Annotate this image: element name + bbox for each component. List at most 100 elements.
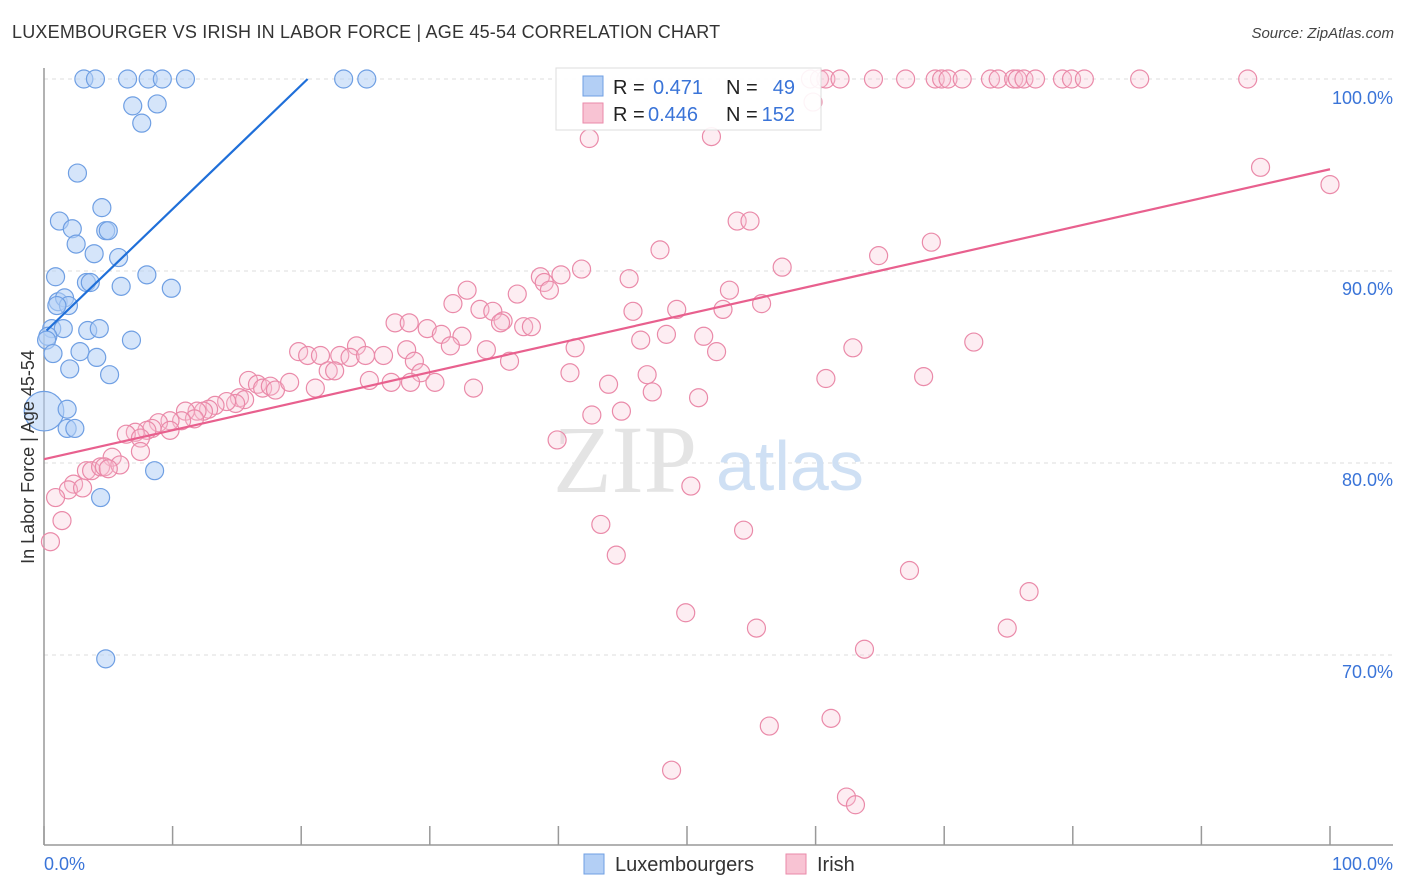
irish-point — [397, 340, 417, 360]
irish-point — [507, 284, 527, 304]
irish-point — [560, 363, 580, 383]
irish-point — [373, 345, 394, 366]
irish-point — [571, 259, 592, 279]
y-tick-label: 70.0% — [1342, 662, 1393, 682]
luxembourger-point — [147, 94, 167, 114]
irish-point — [260, 376, 280, 396]
luxembourger-point — [132, 113, 152, 133]
luxembourger-point — [99, 365, 120, 385]
axes — [43, 68, 1393, 846]
irish-point — [483, 301, 503, 321]
irish-point — [318, 361, 338, 381]
irish-point — [830, 69, 850, 89]
luxembourger-point — [334, 69, 354, 89]
y-tick-label: 90.0% — [1342, 279, 1393, 299]
luxembourger-point — [144, 461, 165, 481]
irish-point — [443, 294, 463, 314]
irish-point — [623, 301, 643, 321]
r-label: R = — [613, 77, 645, 99]
luxembourger-point — [111, 276, 131, 296]
luxembourger-point — [90, 487, 111, 508]
irish-point — [1074, 69, 1094, 89]
luxembourger-point — [152, 69, 172, 89]
n-value: 49 — [773, 77, 795, 99]
irish-point — [611, 401, 632, 421]
legend-label-luxembourgers: Luxembourgers — [615, 854, 754, 876]
luxembourger-point — [96, 649, 116, 669]
irish-trend-line — [43, 168, 1331, 461]
irish-point — [1019, 582, 1039, 602]
luxembourger-point — [92, 198, 112, 218]
luxembourger-point — [84, 244, 104, 264]
luxembourger-point — [67, 163, 88, 183]
irish-point — [499, 351, 520, 371]
irish-point — [706, 342, 727, 362]
gridlines — [44, 78, 1393, 656]
chart-title: LUXEMBOURGER VS IRISH IN LABOR FORCE | A… — [12, 22, 721, 42]
luxembourger-point — [85, 69, 106, 89]
luxembourger-point — [47, 295, 67, 316]
irish-point — [713, 299, 733, 319]
irish-point — [476, 340, 496, 360]
irish-point — [399, 313, 419, 333]
data-points — [23, 69, 1340, 815]
irish-point — [688, 388, 709, 408]
legend-swatch-luxembourgers — [583, 853, 605, 875]
irish-point — [619, 269, 639, 289]
irish-point — [719, 280, 740, 300]
luxembourger-point — [66, 234, 86, 254]
irish-point — [938, 69, 958, 89]
luxembourger-point — [161, 278, 181, 298]
luxembourger-trend-line — [45, 78, 309, 332]
luxembourger-point — [357, 69, 377, 89]
irish-point — [733, 520, 754, 540]
irish-point — [759, 716, 779, 736]
watermark-zip: ZIP — [553, 406, 697, 513]
irish-point — [440, 336, 460, 356]
irish-point — [340, 347, 360, 367]
y-tick-label: 100.0% — [1332, 88, 1393, 108]
irish-point — [385, 313, 405, 333]
irish-point — [667, 299, 687, 319]
irish-point — [642, 382, 662, 402]
irish-point — [746, 618, 767, 638]
luxembourger-point — [123, 96, 143, 116]
irish-point — [980, 69, 1001, 89]
irish-point — [681, 476, 701, 496]
legend-label-irish: Irish — [817, 854, 855, 876]
luxembourger-point — [57, 399, 77, 419]
luxembourger-point — [65, 418, 85, 439]
irish-point — [845, 795, 866, 815]
x-tick-label: 0.0% — [44, 854, 85, 874]
irish-point — [457, 280, 477, 300]
irish-point — [1014, 69, 1034, 89]
luxembourger-point — [175, 69, 196, 89]
irish-point — [130, 441, 151, 462]
irish-point — [997, 618, 1017, 638]
watermark: ZIP atlas — [553, 406, 864, 513]
irish-point — [514, 317, 534, 337]
y-axis-title: In Labor Force | Age 45-54 — [18, 350, 38, 564]
irish-point — [988, 69, 1008, 89]
legend-swatch-pink — [582, 102, 604, 124]
irish-point — [110, 455, 130, 475]
luxembourger-point — [117, 69, 138, 89]
irish-point — [305, 378, 325, 398]
luxembourger-point — [80, 272, 100, 293]
n-label: N = — [726, 77, 758, 99]
irish-point — [676, 603, 696, 623]
irish-point — [964, 332, 984, 352]
irish-point — [598, 374, 619, 394]
irish-point — [52, 510, 72, 531]
x-tick-label: 100.0% — [1332, 854, 1393, 874]
irish-point — [816, 368, 836, 389]
luxembourger-point — [70, 342, 90, 362]
irish-point — [45, 487, 66, 508]
irish-point — [579, 128, 599, 149]
irish-point — [310, 345, 331, 366]
irish-point — [591, 514, 611, 535]
trend-lines — [43, 78, 1331, 461]
luxembourger-point — [53, 319, 73, 339]
irish-point — [631, 330, 651, 350]
